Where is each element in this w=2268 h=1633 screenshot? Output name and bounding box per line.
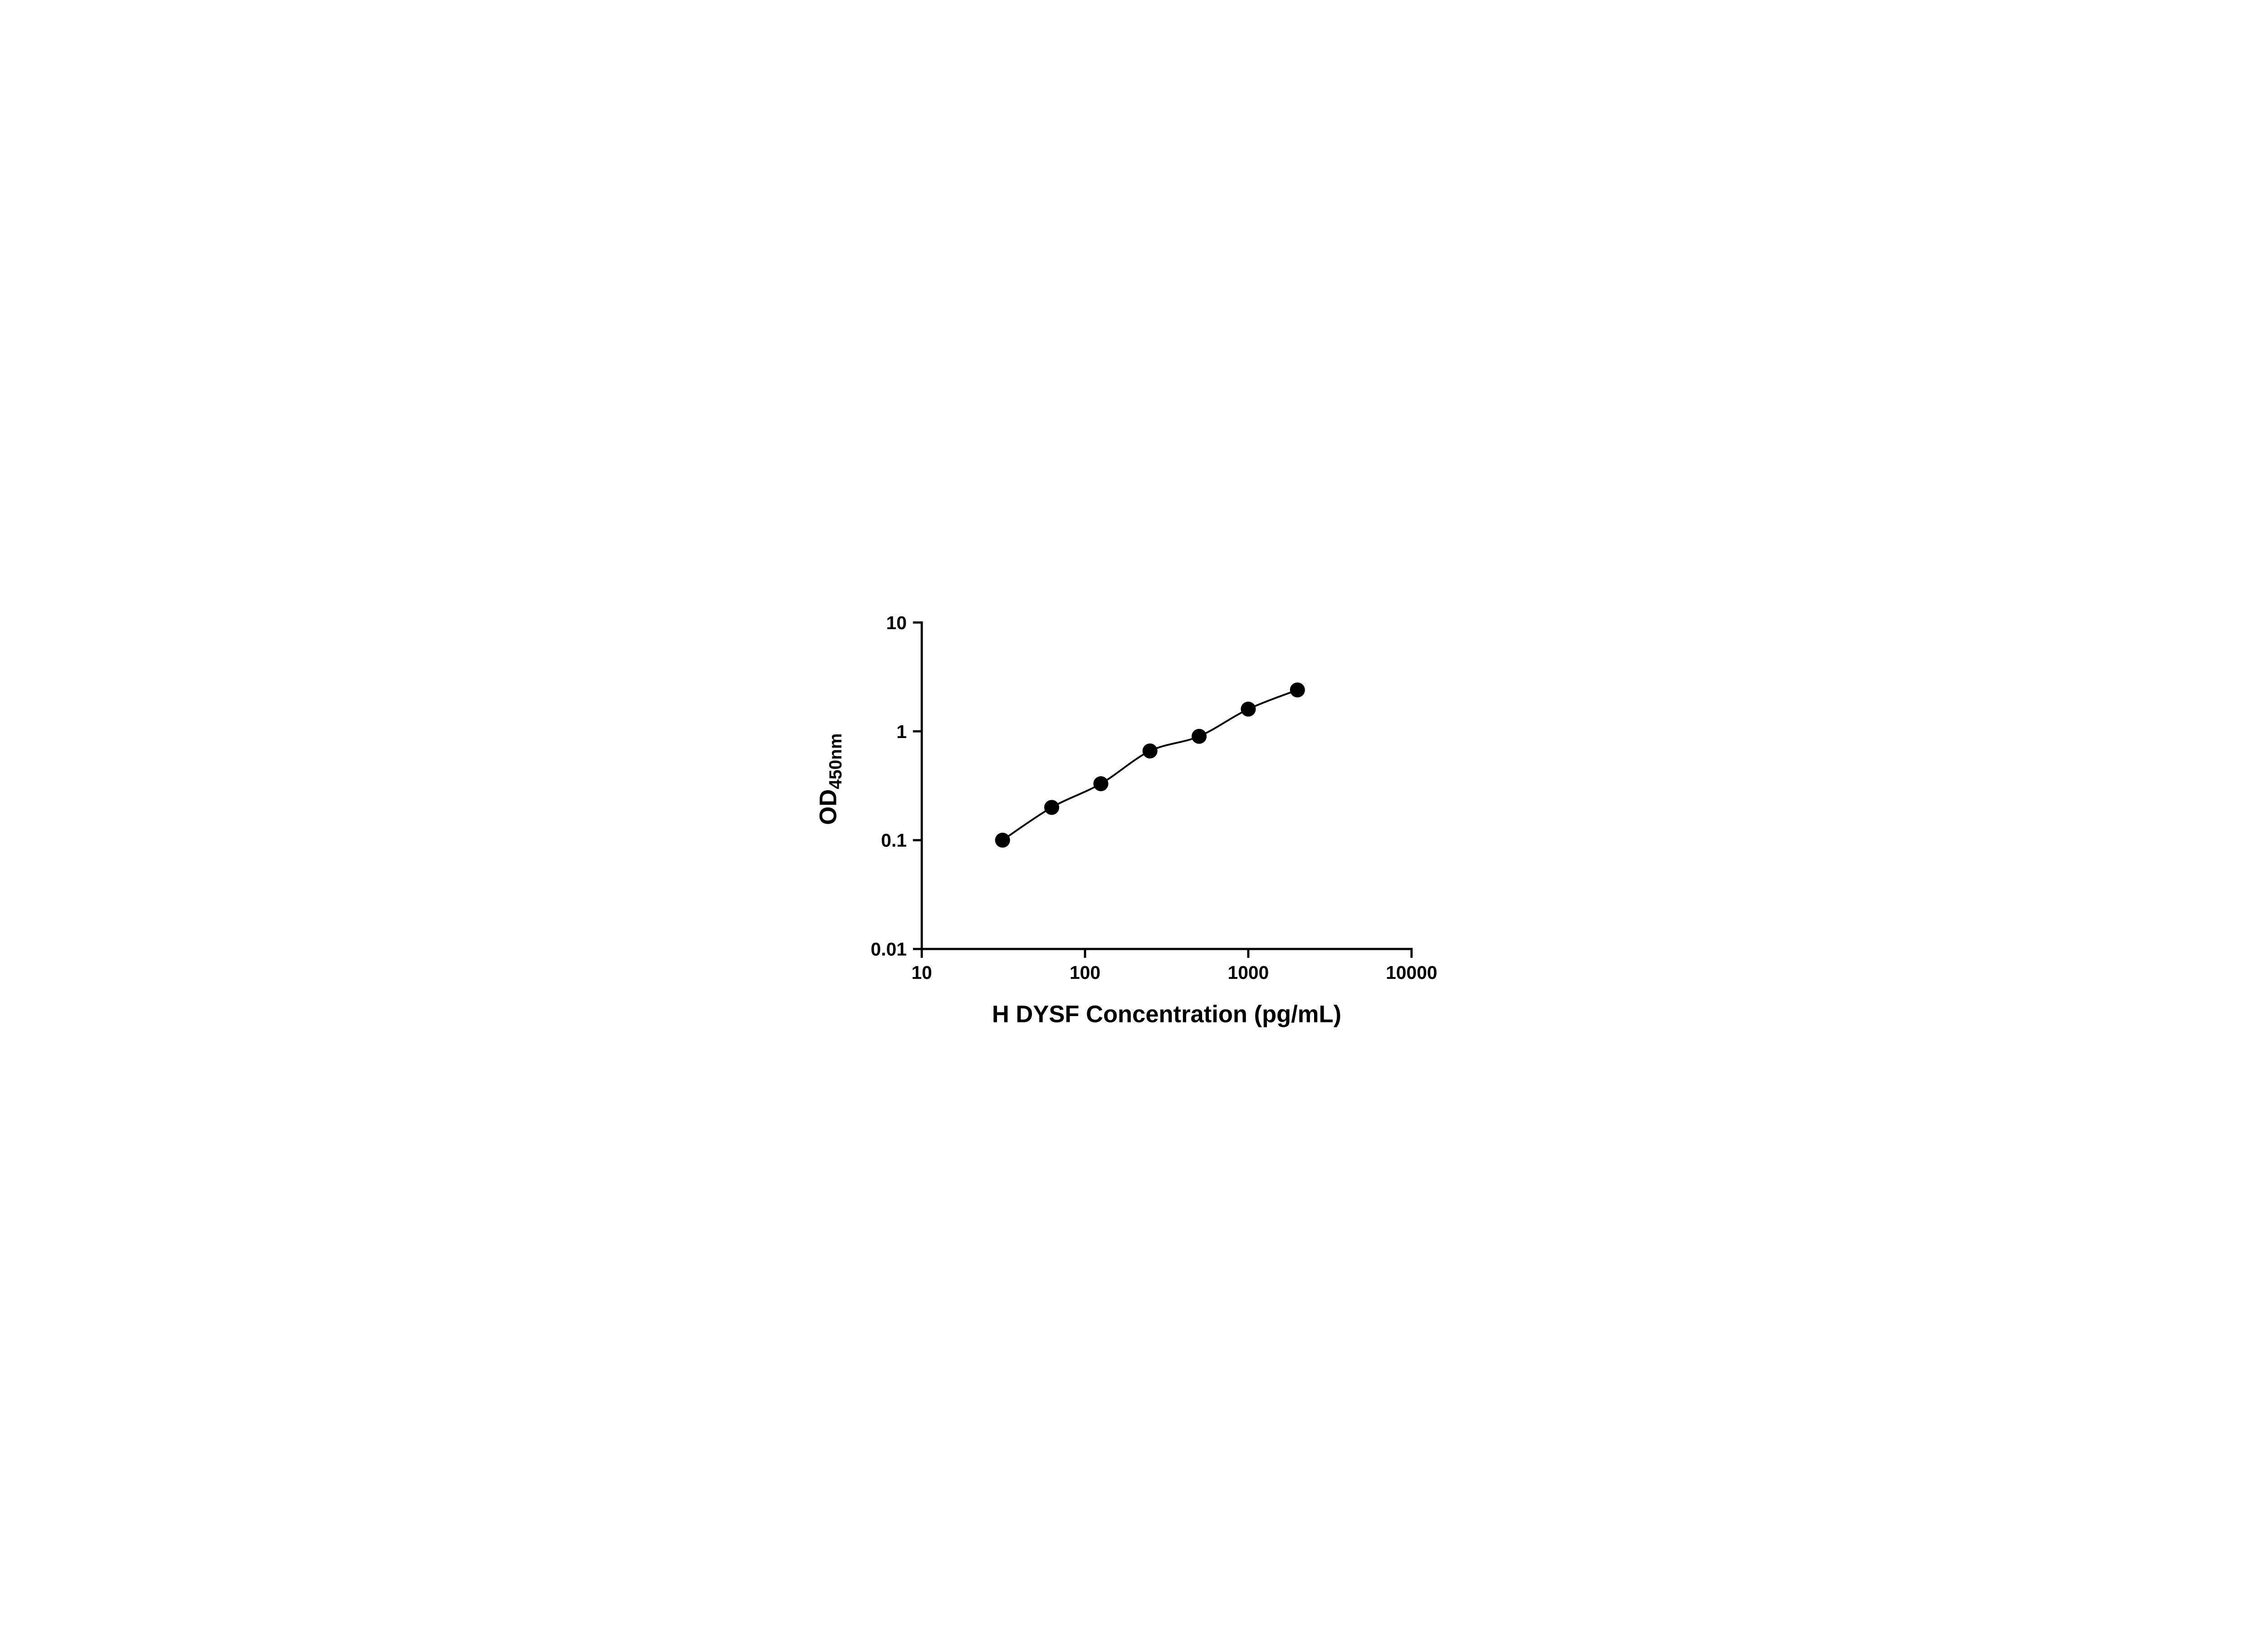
y-axis-title-subscript: 450nm [826,733,846,789]
y-axis-tick-label: 0.1 [881,830,907,851]
y-axis-tick-label: 10 [886,612,907,633]
data-point [1290,682,1305,698]
chart-svg: 10 100 1000 10000 0.01 0.1 1 10 H DYSF Concentr… [815,612,1437,1028]
x-axis-tick-label: 10 [911,962,932,983]
data-point [1142,743,1158,758]
elisa-standard-curve-figure: 10 100 1000 10000 0.01 0.1 1 10 H DYSF Concentr… [794,578,1474,1055]
data-point [1093,776,1109,791]
axes-layer: 10 100 1000 10000 0.01 0.1 1 10 [871,612,1437,983]
data-point [1241,701,1256,717]
y-axis-tick-label: 1 [896,721,907,742]
axis-spine [920,621,1413,950]
x-axis-title: H DYSF Concentration (pg/mL) [992,1001,1341,1027]
x-axis-tick-label: 10000 [1386,962,1437,983]
x-axis-tick-label: 1000 [1228,962,1269,983]
data-point [995,832,1010,848]
y-axis-tick-label: 0.01 [871,939,907,959]
data-point [1044,800,1060,815]
y-axis-title: OD450nm [815,733,846,825]
series-layer [995,682,1305,848]
y-axis-title-base: OD [815,789,841,825]
x-axis-tick-label: 100 [1070,962,1100,983]
data-point [1192,728,1207,744]
